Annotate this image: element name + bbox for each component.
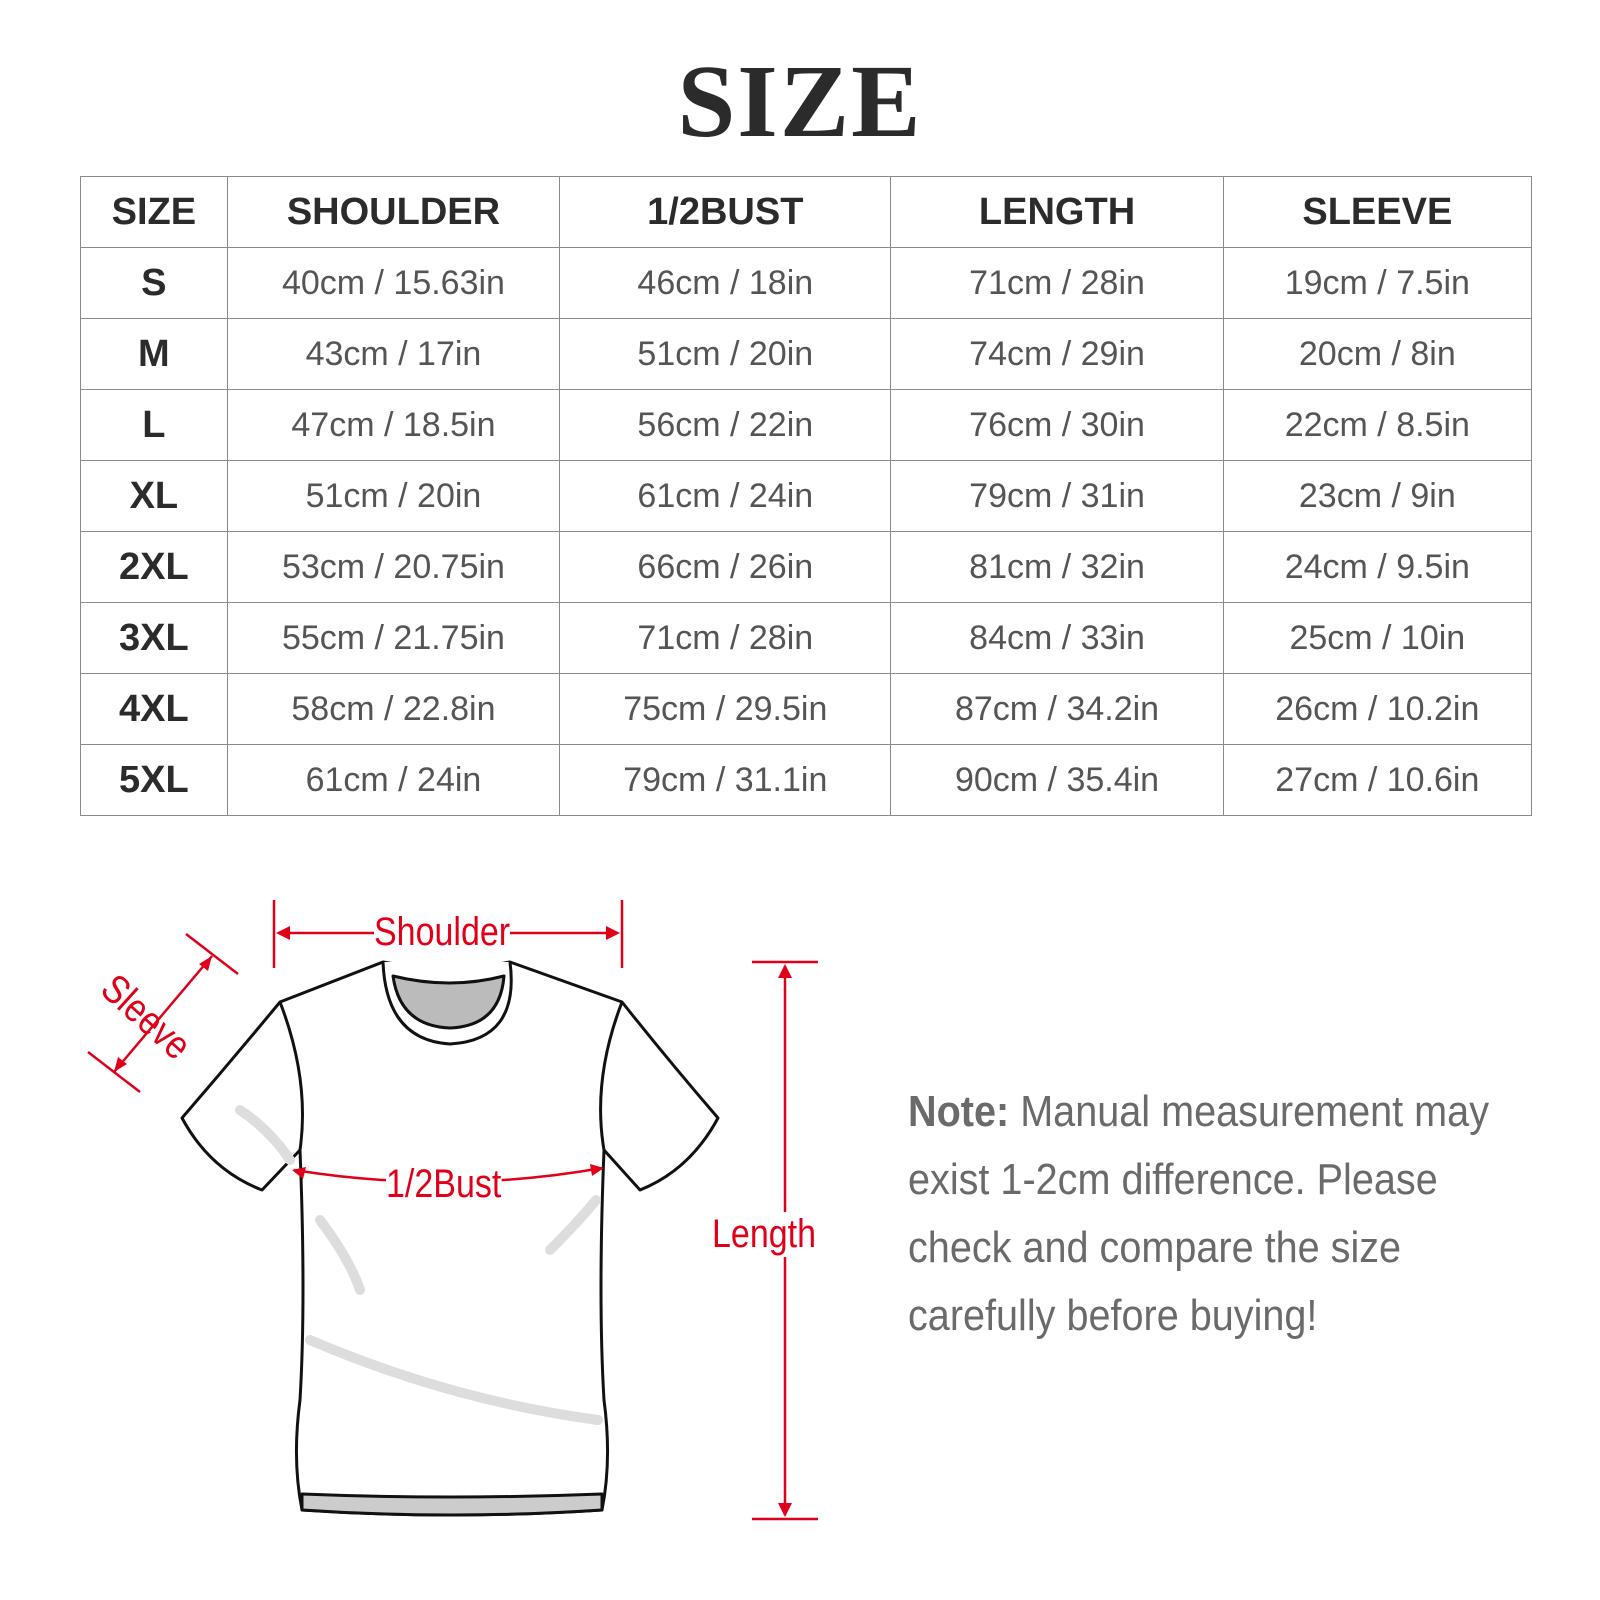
table-row: 4XL 58cm / 22.8in 75cm / 29.5in 87cm / 34.2… (80, 673, 1533, 745)
measurement-cell: 84cm / 33in (890, 602, 1224, 674)
table-row: 2XL 53cm / 20.75in 66cm / 26in 81cm / 32in 2… (80, 531, 1533, 603)
page-title: SIZE (677, 44, 923, 159)
measurement-cell: 23cm / 9in (1222, 460, 1533, 532)
header-shoulder: SHOULDER (226, 176, 561, 248)
table-row: XL 51cm / 20in 61cm / 24in 79cm / 31in 23cm … (80, 460, 1533, 532)
measurement-cell: 75cm / 29.5in (559, 673, 892, 745)
measurement-cell: 53cm / 20.75in (226, 531, 561, 603)
measurement-cell: 87cm / 34.2in (890, 673, 1224, 745)
table-row: 5XL 61cm / 24in 79cm / 31.1in 90cm / 35.4in… (80, 744, 1533, 816)
measurement-cell: 74cm / 29in (890, 318, 1224, 390)
size-cell: L (80, 389, 228, 461)
measurement-cell: 24cm / 9.5in (1222, 531, 1533, 603)
tshirt-diagram (87, 900, 818, 1521)
table-row: L 47cm / 18.5in 56cm / 22in 76cm / 30in 22cm… (80, 389, 1533, 461)
measurement-cell: 55cm / 21.75in (226, 602, 561, 674)
header-size: SIZE (80, 176, 228, 248)
measurement-cell: 71cm / 28in (890, 247, 1224, 319)
measurement-cell: 47cm / 18.5in (226, 389, 561, 461)
table-row: 3XL 55cm / 21.75in 71cm / 28in 84cm / 33in 2… (80, 602, 1533, 674)
table-row: M 43cm / 17in 51cm / 20in 74cm / 29in 20cm /… (80, 318, 1533, 390)
table-header-row: SIZE SHOULDER 1/2BUST LENGTH SLEEVE (80, 176, 1533, 248)
note-body: Manual measurement may exist 1-2cm diffe… (908, 1087, 1490, 1340)
measurement-cell: 51cm / 20in (559, 318, 892, 390)
shoulder-label: Shoulder (374, 910, 511, 955)
measurement-cell: 61cm / 24in (226, 744, 561, 816)
measurement-cell: 46cm / 18in (559, 247, 892, 319)
measurement-cell: 40cm / 15.63in (226, 247, 561, 319)
measurement-cell: 25cm / 10in (1222, 602, 1533, 674)
measurement-cell: 22cm / 8.5in (1222, 389, 1533, 461)
measurement-cell: 81cm / 32in (890, 531, 1224, 603)
size-cell: XL (80, 460, 228, 532)
size-cell: 4XL (80, 673, 228, 745)
measurement-cell: 90cm / 35.4in (890, 744, 1224, 816)
measurement-cell: 19cm / 7.5in (1222, 247, 1533, 319)
measurement-cell: 58cm / 22.8in (226, 673, 561, 745)
table-row: S 40cm / 15.63in 46cm / 18in 71cm / 28in 19c… (80, 247, 1533, 319)
measurement-cell: 71cm / 28in (559, 602, 892, 674)
header-length: LENGTH (890, 176, 1224, 248)
size-cell: 2XL (80, 531, 228, 603)
note-label: Note: (908, 1087, 1010, 1136)
size-cell: M (80, 318, 228, 390)
bust-label: 1/2Bust (386, 1162, 502, 1207)
measurement-cell: 43cm / 17in (226, 318, 561, 390)
measurement-cell: 61cm / 24in (559, 460, 892, 532)
note-text: Note: Manual measurement may exist 1-2cm… (908, 1078, 1538, 1350)
measurement-cell: 76cm / 30in (890, 389, 1224, 461)
measurement-cell: 51cm / 20in (226, 460, 561, 532)
length-label: Length (712, 1212, 816, 1257)
size-cell: 3XL (80, 602, 228, 674)
measurement-cell: 26cm / 10.2in (1222, 673, 1533, 745)
measurement-cell: 27cm / 10.6in (1222, 744, 1533, 816)
header-sleeve: SLEEVE (1222, 176, 1533, 248)
measurement-cell: 79cm / 31in (890, 460, 1224, 532)
header-bust: 1/2BUST (559, 176, 892, 248)
size-table: SIZE SHOULDER 1/2BUST LENGTH SLEEVE S 40c… (80, 176, 1533, 816)
size-cell: 5XL (80, 744, 228, 816)
measurement-cell: 79cm / 31.1in (559, 744, 892, 816)
fabric-fold-shading (235, 1105, 603, 1425)
size-cell: S (80, 247, 228, 319)
measurement-cell: 20cm / 8in (1222, 318, 1533, 390)
measurement-cell: 66cm / 26in (559, 531, 892, 603)
measurement-cell: 56cm / 22in (559, 389, 892, 461)
tshirt-icon (180, 960, 720, 1517)
